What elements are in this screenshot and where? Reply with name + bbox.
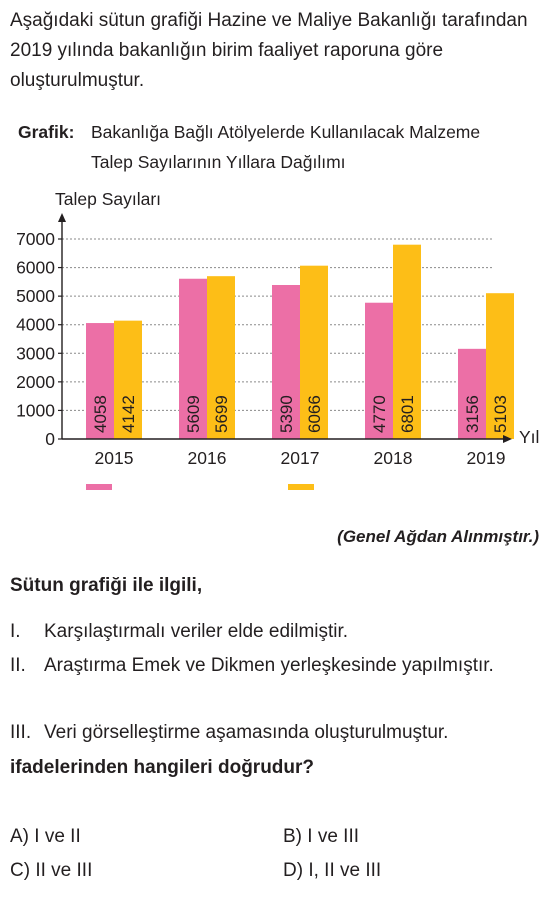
- x-tick-label: 2018: [374, 448, 413, 468]
- x-axis-label: Yıl: [519, 427, 539, 447]
- source-note: (Genel Ağdan Alınmıştır.): [337, 527, 539, 546]
- bar-dikmen-2015: [114, 320, 142, 439]
- statement-text: Veri görselleştirme aşamasında oluşturul…: [44, 722, 449, 743]
- chart-title-prefix: Grafik:: [18, 122, 74, 142]
- y-tick-label: 4000: [16, 315, 55, 335]
- legend-swatch: [288, 484, 314, 490]
- chart-title-line1: Bakanlığa Bağlı Atölyelerde Kullanılacak…: [91, 122, 480, 142]
- y-axis-label: Talep Sayıları: [55, 189, 161, 209]
- question-foot: ifadelerinden hangileri doğrudur?: [10, 757, 315, 778]
- legend-swatch: [86, 484, 112, 490]
- bar-emek-2016: [179, 278, 207, 439]
- bar-value-label: 5609: [184, 395, 203, 433]
- y-tick-label: 5000: [16, 286, 55, 306]
- option-c[interactable]: C) II ve III: [10, 860, 93, 881]
- statement-3: III. Veri görselleştirme aşamasında oluşt…: [10, 718, 545, 748]
- question-head: Sütun grafiği ile ilgili,: [10, 575, 203, 596]
- y-tick-label: 0: [45, 429, 55, 449]
- bar-dikmen-2016: [207, 276, 235, 439]
- bar-emek-2018: [365, 302, 393, 439]
- x-tick-label: 2016: [188, 448, 227, 468]
- bar-value-label: 6801: [398, 395, 417, 433]
- bar-value-label: 5103: [491, 395, 510, 433]
- statement-2: II. Araştırma Emek ve Dikmen yerleşkesind…: [10, 651, 545, 681]
- statement-1: I. Karşılaştırmalı veriler elde edilmişti…: [10, 617, 545, 647]
- x-tick-label: 2019: [467, 448, 506, 468]
- bar-dikmen-2019: [486, 293, 514, 439]
- bar-emek-2017: [272, 285, 300, 439]
- y-tick-label: 7000: [16, 229, 55, 249]
- y-tick-label: 2000: [16, 372, 55, 392]
- bar-value-label: 5699: [212, 395, 231, 433]
- statement-text: Karşılaştırmalı veriler elde edilmiştir.: [44, 621, 349, 642]
- option-a[interactable]: A) I ve II: [10, 826, 81, 847]
- bar-chart: Grafik: Bakanlığa Bağlı Atölyelerde Kull…: [16, 122, 539, 490]
- option-b[interactable]: B) I ve III: [283, 826, 360, 847]
- statement-number: III.: [10, 722, 32, 743]
- bar-value-label: 4142: [119, 395, 138, 433]
- x-tick-label: 2015: [95, 448, 134, 468]
- y-axis-arrow-icon: [58, 213, 66, 222]
- statement-number: I.: [10, 621, 21, 642]
- bar-value-label: 4770: [370, 395, 389, 433]
- option-d[interactable]: D) I, II ve III: [283, 860, 382, 881]
- bar-value-label: 6066: [305, 395, 324, 433]
- intro-text: Aşağıdaki sütun grafiği Hazine ve Maliye…: [10, 10, 528, 91]
- statement-text: Araştırma Emek ve Dikmen yerleşkesinde y…: [44, 655, 494, 676]
- statement-number: II.: [10, 655, 26, 676]
- bar-value-label: 3156: [463, 395, 482, 433]
- bar-emek-2015: [86, 323, 114, 439]
- chart-title-line2: Talep Sayılarının Yıllara Dağılımı: [91, 152, 346, 172]
- legend-label: Dikmen Yerleşkesi: [324, 487, 467, 490]
- y-tick-label: 3000: [16, 343, 55, 363]
- bar-value-label: 4058: [91, 395, 110, 433]
- bar-dikmen-2017: [300, 265, 328, 439]
- y-tick-label: 6000: [16, 258, 55, 278]
- bar-emek-2019: [458, 348, 486, 439]
- bar-value-label: 5390: [277, 395, 296, 433]
- x-axis-arrow-icon: [503, 435, 512, 443]
- y-tick-label: 1000: [16, 400, 55, 420]
- legend-label: Emek Yerleşkesi: [120, 487, 248, 490]
- x-tick-label: 2017: [281, 448, 320, 468]
- bar-dikmen-2018: [393, 244, 421, 439]
